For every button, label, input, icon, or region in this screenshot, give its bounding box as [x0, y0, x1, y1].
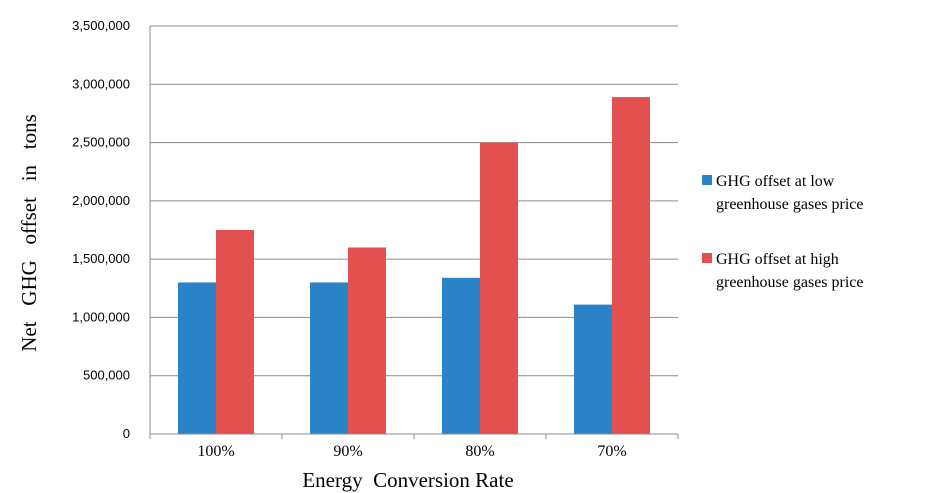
bars	[178, 97, 650, 435]
x-tick-label: 70%	[597, 443, 626, 460]
bar-low-price	[574, 304, 612, 434]
bar-low-price	[178, 282, 216, 434]
bar-high-price	[480, 142, 518, 435]
y-tick-label: 1,000,000	[72, 309, 130, 324]
x-tick-label: 90%	[333, 443, 362, 460]
bar-high-price	[348, 247, 386, 434]
y-tick-label: 3,000,000	[72, 76, 130, 91]
legend-label: greenhouse gases price	[716, 274, 864, 291]
bar-low-price	[310, 282, 348, 434]
x-tick-label: 80%	[465, 443, 494, 460]
bar-high-price	[612, 97, 650, 434]
legend-label: GHG offset at low	[716, 173, 835, 190]
y-tick-label: 2,000,000	[72, 193, 130, 208]
y-axis-title: Net GHG offset in tons	[17, 114, 41, 352]
axes: 0 500,000 1,000,000 1,500,000 2,000,000 2,500…	[72, 18, 679, 460]
y-tick-label: 3,500,000	[72, 18, 130, 33]
y-tick-label: 2,500,000	[72, 135, 130, 150]
x-axis-title: Energy Conversion Rate	[302, 468, 513, 492]
y-tick-label: 500,000	[83, 368, 130, 383]
legend-swatch	[702, 175, 712, 185]
legend-label: GHG offset at high	[716, 251, 839, 268]
legend-label: greenhouse gases price	[716, 196, 864, 213]
y-tick-label: 1,500,000	[72, 251, 130, 266]
legend: GHG offset at low greenhouse gases price G…	[702, 173, 864, 291]
legend-swatch	[702, 253, 712, 263]
bar-high-price	[216, 230, 254, 434]
bar-low-price	[442, 277, 480, 434]
y-tick-label: 0	[123, 426, 130, 441]
x-tick-label: 100%	[197, 443, 234, 460]
